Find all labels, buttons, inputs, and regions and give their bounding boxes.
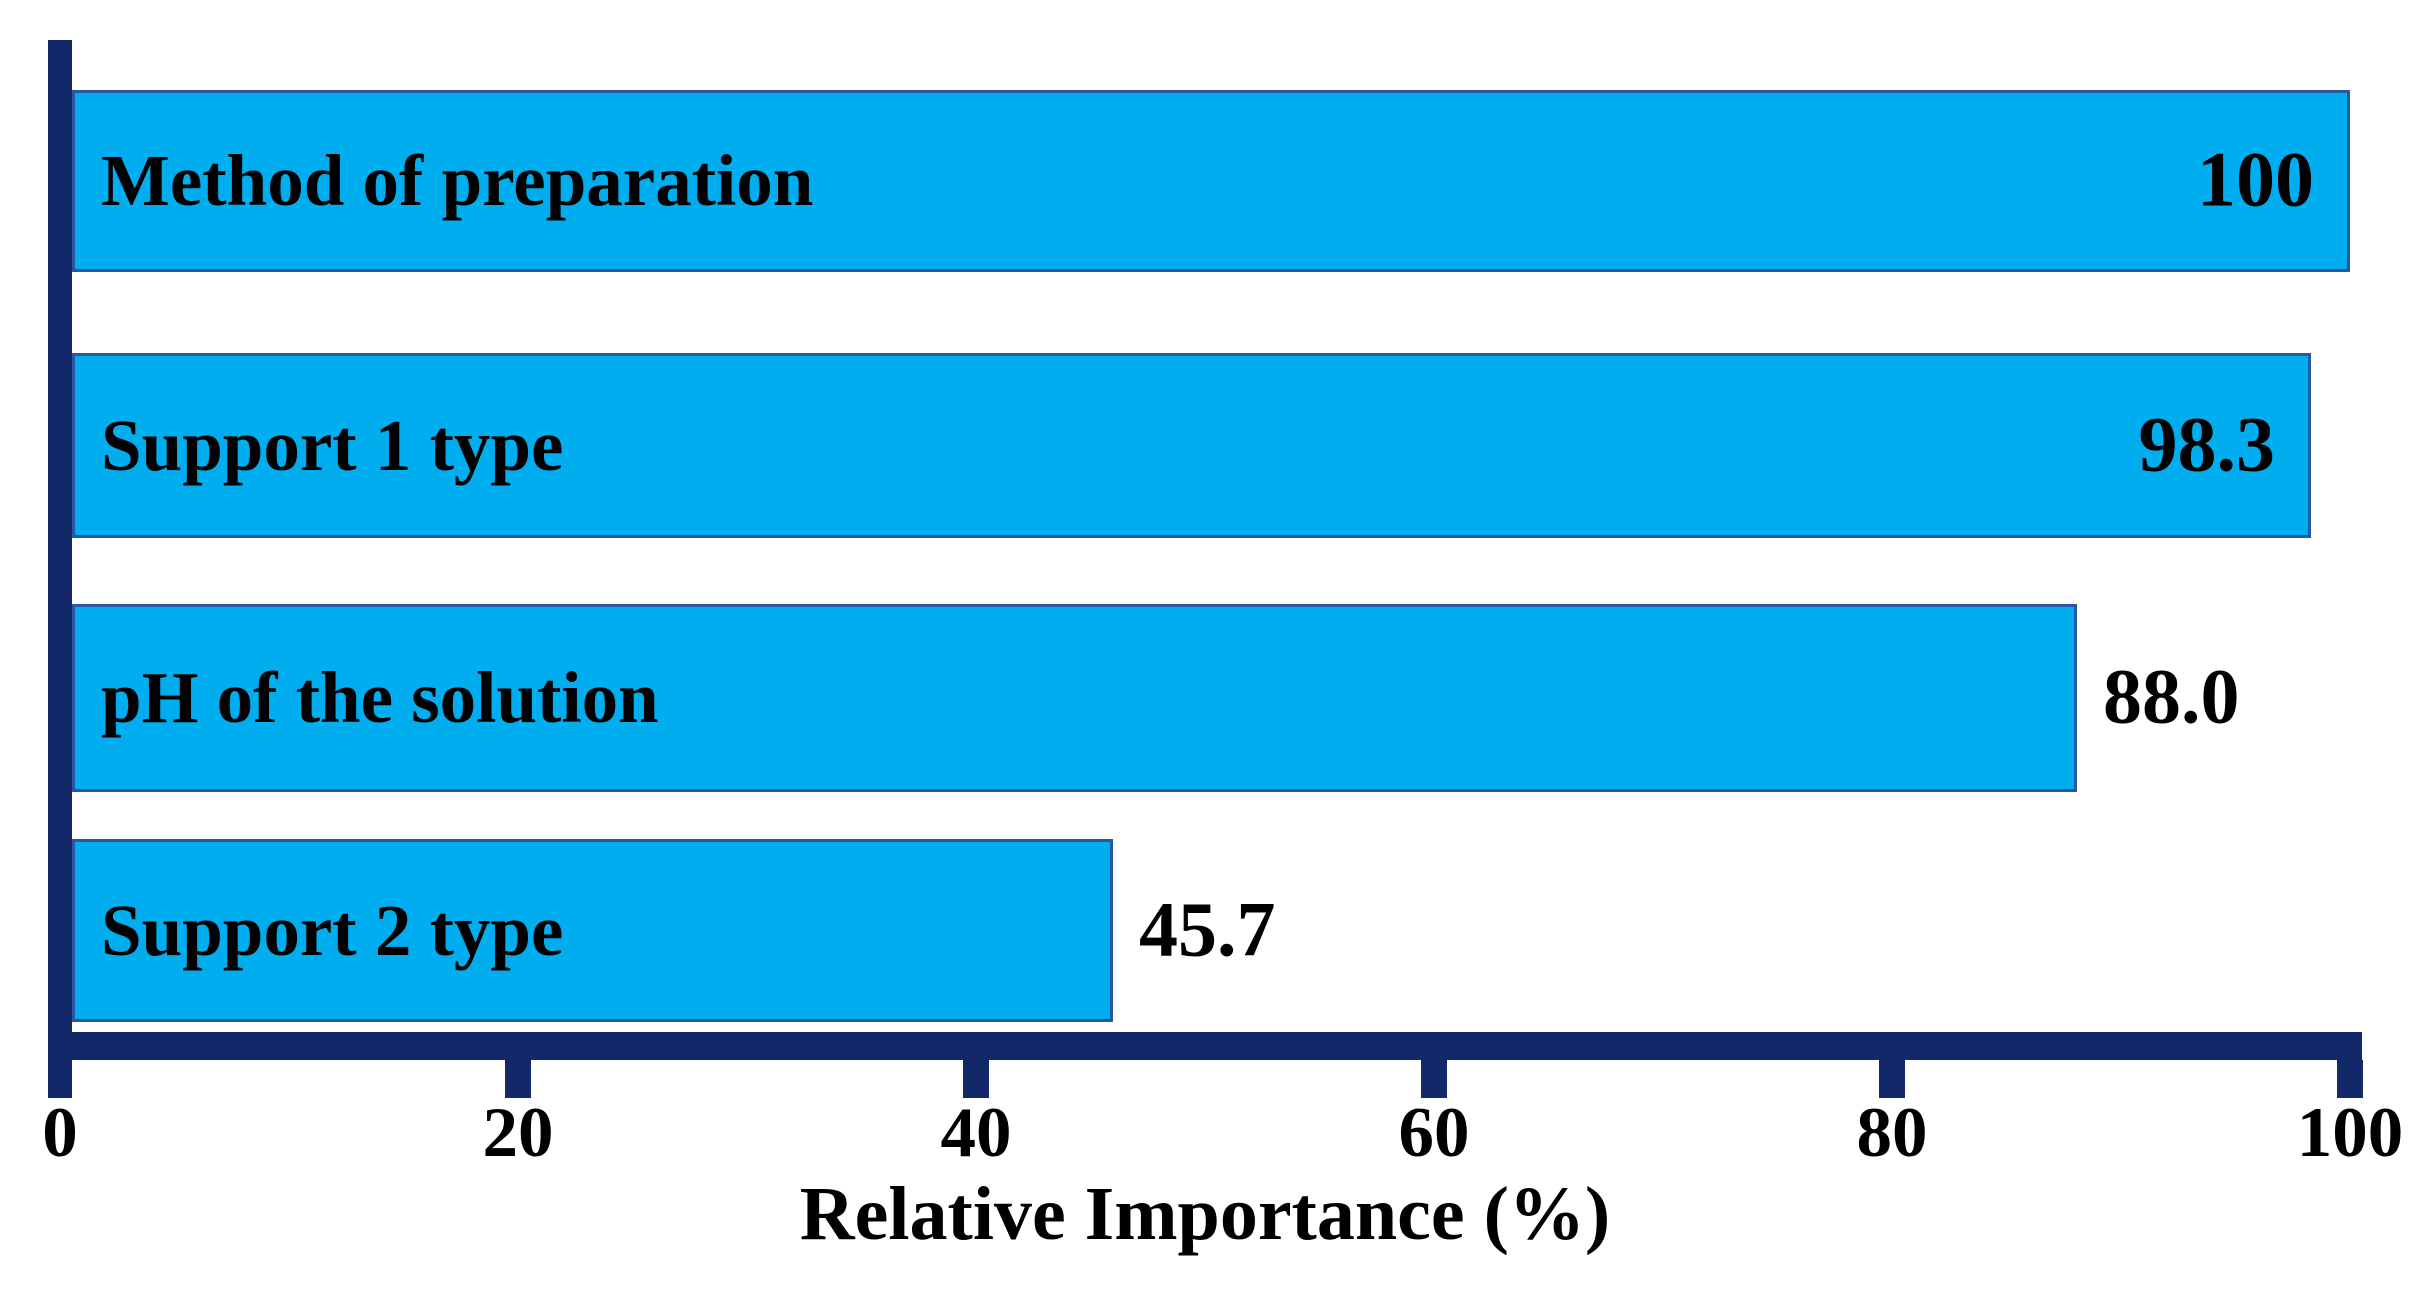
bar: Support 1 type (72, 353, 2311, 538)
x-axis-tick (505, 1060, 531, 1098)
bar: Method of preparation (72, 90, 2350, 272)
x-tick-label: 80 (1856, 1094, 1928, 1172)
x-axis-line (48, 1032, 2362, 1060)
x-axis-tick (963, 1060, 989, 1098)
x-axis-tick (1879, 1060, 1905, 1098)
category-label: Method of preparation (101, 140, 814, 221)
value-label: 100 (2197, 135, 2314, 223)
value-label: 98.3 (2138, 399, 2276, 487)
x-tick-label: 100 (2296, 1094, 2404, 1172)
bar: pH of the solution (72, 604, 2077, 792)
value-label: 88.0 (2103, 652, 2240, 740)
y-axis-line (48, 40, 72, 1098)
x-axis-title: Relative Importance (%) (799, 1172, 1611, 1256)
x-axis-tick (2337, 1060, 2363, 1098)
x-tick-label: 40 (940, 1094, 1012, 1172)
x-tick-label: 60 (1398, 1094, 1470, 1172)
x-axis-tick (1421, 1060, 1447, 1098)
category-label: Support 1 type (101, 404, 564, 486)
bar: Support 2 type (72, 839, 1113, 1022)
category-label: pH of the solution (101, 657, 659, 738)
x-tick-label: 0 (42, 1094, 78, 1172)
category-label: Support 2 type (101, 889, 564, 971)
x-tick-label: 20 (482, 1094, 554, 1172)
value-label: 45.7 (1139, 884, 1276, 972)
